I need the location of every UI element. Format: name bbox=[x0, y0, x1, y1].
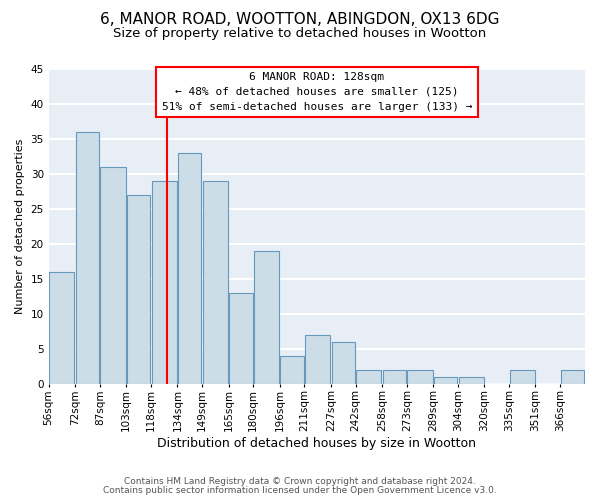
Bar bbox=[407, 370, 433, 384]
Bar bbox=[203, 181, 228, 384]
Bar bbox=[229, 293, 253, 384]
Text: Size of property relative to detached houses in Wootton: Size of property relative to detached ho… bbox=[113, 28, 487, 40]
Bar bbox=[127, 195, 151, 384]
Bar bbox=[332, 342, 355, 384]
Bar bbox=[280, 356, 304, 384]
Bar bbox=[458, 377, 484, 384]
Text: Contains HM Land Registry data © Crown copyright and database right 2024.: Contains HM Land Registry data © Crown c… bbox=[124, 477, 476, 486]
Bar bbox=[356, 370, 382, 384]
Bar bbox=[510, 370, 535, 384]
Bar bbox=[49, 272, 74, 384]
Y-axis label: Number of detached properties: Number of detached properties bbox=[15, 138, 25, 314]
Bar bbox=[100, 167, 125, 384]
Bar bbox=[383, 370, 406, 384]
Bar bbox=[561, 370, 584, 384]
Bar bbox=[305, 335, 330, 384]
X-axis label: Distribution of detached houses by size in Wootton: Distribution of detached houses by size … bbox=[157, 437, 476, 450]
Bar bbox=[434, 377, 457, 384]
Text: Contains public sector information licensed under the Open Government Licence v3: Contains public sector information licen… bbox=[103, 486, 497, 495]
Text: 6 MANOR ROAD: 128sqm
← 48% of detached houses are smaller (125)
51% of semi-deta: 6 MANOR ROAD: 128sqm ← 48% of detached h… bbox=[161, 72, 472, 112]
Bar bbox=[178, 153, 202, 384]
Text: 6, MANOR ROAD, WOOTTON, ABINGDON, OX13 6DG: 6, MANOR ROAD, WOOTTON, ABINGDON, OX13 6… bbox=[100, 12, 500, 28]
Bar bbox=[152, 181, 177, 384]
Bar bbox=[254, 251, 279, 384]
Bar bbox=[76, 132, 99, 384]
